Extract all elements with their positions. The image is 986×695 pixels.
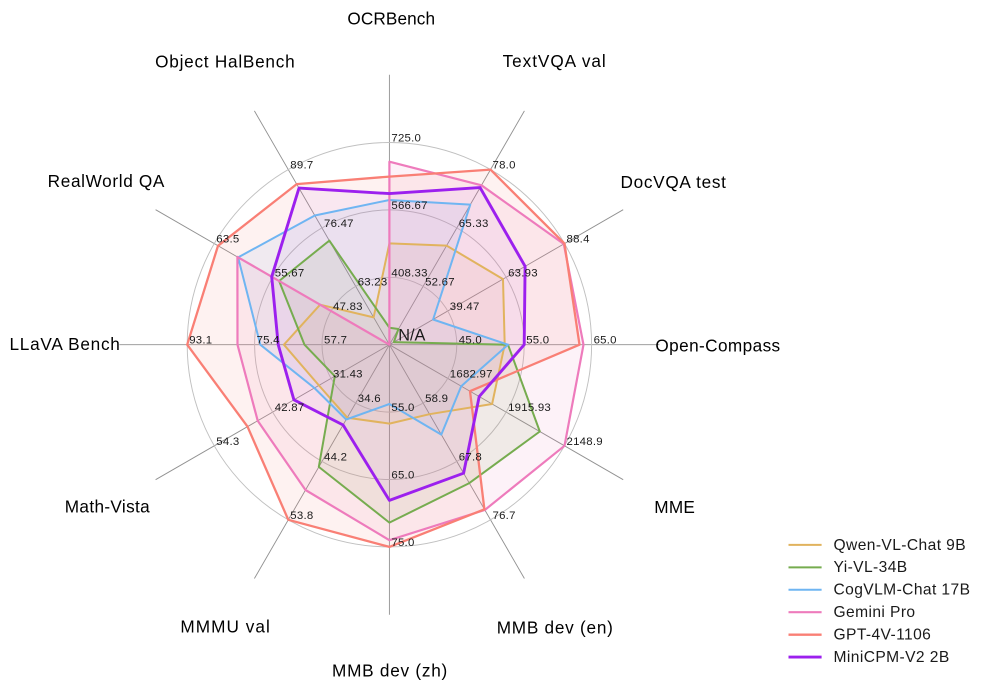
svg-text:31.43: 31.43 xyxy=(333,368,363,380)
svg-text:78.0: 78.0 xyxy=(493,160,516,172)
svg-text:2148.9: 2148.9 xyxy=(567,436,603,448)
svg-text:53.8: 53.8 xyxy=(290,510,313,522)
svg-text:MME: MME xyxy=(654,497,695,517)
svg-text:65.0: 65.0 xyxy=(391,470,414,482)
svg-text:76.47: 76.47 xyxy=(324,218,354,230)
svg-text:76.7: 76.7 xyxy=(493,510,516,522)
svg-text:45.0: 45.0 xyxy=(459,335,482,347)
svg-text:MMB dev (en): MMB dev (en) xyxy=(497,617,614,637)
svg-text:725.0: 725.0 xyxy=(391,133,421,145)
svg-text:Open-Compass: Open-Compass xyxy=(655,336,780,356)
svg-text:63.93: 63.93 xyxy=(508,267,538,279)
svg-text:75.4: 75.4 xyxy=(257,335,280,347)
svg-text:67.8: 67.8 xyxy=(459,451,482,463)
svg-text:42.87: 42.87 xyxy=(275,402,305,414)
svg-text:55.0: 55.0 xyxy=(526,335,549,347)
svg-text:Yi-VL-34B: Yi-VL-34B xyxy=(834,559,908,576)
svg-text:55.67: 55.67 xyxy=(275,267,305,279)
svg-text:54.3: 54.3 xyxy=(216,436,239,448)
svg-text:88.4: 88.4 xyxy=(567,234,590,246)
svg-text:Object HalBench: Object HalBench xyxy=(155,52,295,72)
svg-text:Qwen-VL-Chat 9B: Qwen-VL-Chat 9B xyxy=(834,537,967,554)
svg-text:89.7: 89.7 xyxy=(290,160,313,172)
svg-text:N/A: N/A xyxy=(398,327,425,345)
svg-text:65.0: 65.0 xyxy=(594,335,617,347)
svg-text:566.67: 566.67 xyxy=(391,200,427,212)
svg-text:47.83: 47.83 xyxy=(333,301,363,313)
svg-text:TextVQA val: TextVQA val xyxy=(503,51,607,71)
svg-text:93.1: 93.1 xyxy=(189,335,212,347)
svg-text:MMMU val: MMMU val xyxy=(180,616,271,636)
svg-text:1682.97: 1682.97 xyxy=(450,368,493,380)
svg-text:GPT-4V-1106: GPT-4V-1106 xyxy=(834,627,932,644)
svg-text:1915.93: 1915.93 xyxy=(508,402,551,414)
svg-text:RealWorld QA: RealWorld QA xyxy=(48,171,165,191)
svg-text:55.0: 55.0 xyxy=(391,402,414,414)
svg-text:Math-Vista: Math-Vista xyxy=(65,497,150,517)
svg-text:63.5: 63.5 xyxy=(216,234,239,246)
svg-text:OCRBench: OCRBench xyxy=(347,8,435,28)
svg-text:75.0: 75.0 xyxy=(391,537,414,549)
svg-text:MMB dev (zh): MMB dev (zh) xyxy=(332,660,448,680)
svg-text:CogVLM-Chat 17B: CogVLM-Chat 17B xyxy=(834,582,971,599)
svg-text:Gemini Pro: Gemini Pro xyxy=(834,604,916,621)
svg-text:57.7: 57.7 xyxy=(324,335,347,347)
svg-text:LLaVA Bench: LLaVA Bench xyxy=(9,334,120,354)
svg-text:408.33: 408.33 xyxy=(391,267,427,279)
svg-text:65.33: 65.33 xyxy=(459,218,489,230)
svg-text:MiniCPM-V2 2B: MiniCPM-V2 2B xyxy=(834,649,950,666)
svg-text:52.67: 52.67 xyxy=(425,276,455,288)
svg-text:58.9: 58.9 xyxy=(425,393,448,405)
svg-text:DocVQA test: DocVQA test xyxy=(621,172,727,192)
svg-text:39.47: 39.47 xyxy=(450,301,480,313)
svg-text:63.23: 63.23 xyxy=(358,276,388,288)
svg-text:44.2: 44.2 xyxy=(324,451,347,463)
svg-text:34.6: 34.6 xyxy=(358,393,381,405)
